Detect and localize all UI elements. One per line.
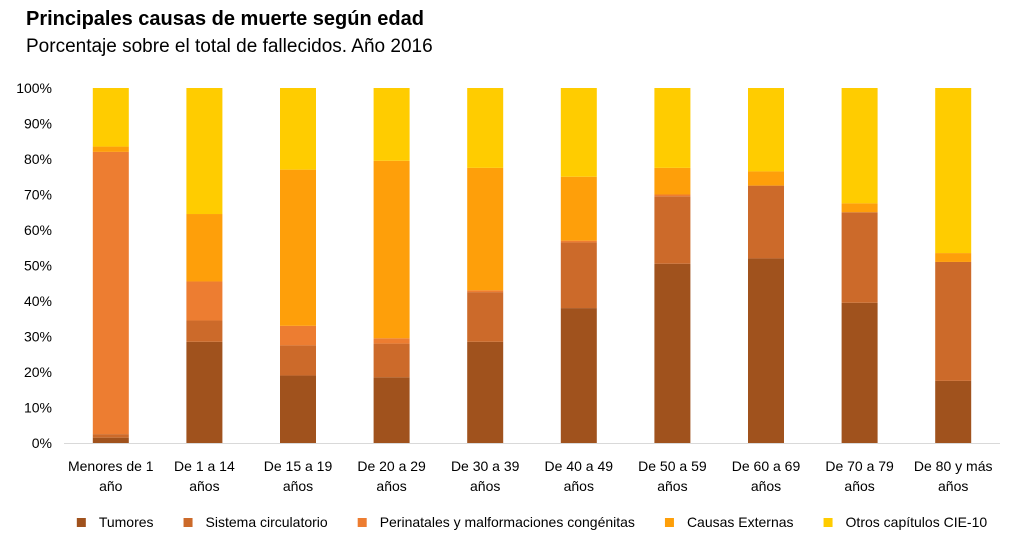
bar-segment [654,88,691,168]
bars [92,88,972,443]
bar-segment [467,88,504,168]
bar-segment [560,88,597,177]
legend-swatch [357,518,367,527]
chart-subtitle: Porcentaje sobre el total de fallecidos.… [26,36,433,57]
legend-swatch [823,518,833,527]
y-tick-label: 10% [24,400,52,416]
legend-item: Sistema circulatorio [183,514,328,530]
y-tick-label: 70% [24,187,52,203]
x-tick-label: De 50 a 59 años [638,458,707,494]
legend-label: Sistema circulatorio [206,514,328,530]
bar-segment [280,88,316,170]
x-tick-label: De 40 a 49 años [545,458,614,494]
bar-segment [560,242,597,309]
legend-label: Causas Externas [687,514,794,530]
bar-segment [280,375,316,443]
x-tick-label: De 30 a 39 años [451,458,520,494]
x-tick-label: De 15 a 19 años [264,458,333,494]
bar-segment [654,263,691,443]
legend: Tumores Sistema circulatorio Perinatales y… [76,514,988,530]
bar-segment [935,253,972,262]
bar-segment [935,88,972,254]
bar-segment [748,185,784,259]
bar-segment [467,290,504,293]
bar-segment [186,214,223,282]
legend-swatch [664,518,674,527]
bar-segment [654,194,691,197]
legend-swatch [183,518,193,527]
legend-label: Otros capítulos CIE-10 [846,514,988,530]
bar-segment [186,341,223,443]
bar-segment [654,196,691,264]
y-tick-label: 50% [24,258,52,274]
legend-item: Otros capítulos CIE-10 [823,514,988,530]
bar-segment [935,261,972,381]
x-tick-label: De 1 a 14 años [174,458,235,494]
x-axis: Menores de 1 año De 1 a 14 años De 15 a 19 añ… [68,458,993,494]
bar-segment [373,343,410,378]
y-tick-label: 20% [24,364,52,380]
x-tick-label: De 20 a 29 años [357,458,426,494]
bar-segment [841,203,878,213]
bar-segment [467,341,504,443]
y-tick-label: 40% [24,293,52,309]
legend-swatch [76,518,86,527]
y-tick-label: 90% [24,116,52,132]
bar-segment [467,292,504,342]
bar-segment [560,176,597,241]
bar-segment [92,437,129,443]
bar-segment [560,308,597,443]
legend-item: Tumores [76,514,154,530]
x-tick-label: Menores de 1 año [68,458,154,494]
bar-segment [748,171,784,186]
y-tick-label: 0% [32,435,52,451]
bar-segment [92,151,129,435]
bar-segment [92,146,129,152]
bar-segment [186,88,223,215]
legend-item: Causas Externas [664,514,794,530]
bar-segment [186,281,223,321]
legend-item: Perinatales y malformaciones congénitas [357,514,635,530]
bar-segment [92,434,129,438]
bar-segment [373,338,410,344]
bar-segment [935,380,972,443]
y-tick-label: 80% [24,151,52,167]
bar-segment [373,377,410,443]
bar-segment [841,88,878,204]
bar-segment [280,345,316,376]
x-tick-label: De 60 a 69 años [732,458,801,494]
y-tick-label: 30% [24,329,52,345]
legend-label: Tumores [99,514,154,530]
bar-segment [373,160,410,339]
y-tick-label: 60% [24,222,52,238]
bar-segment [841,212,878,303]
y-tick-label: 100% [16,80,52,96]
bar-segment [654,167,691,195]
chart-title: Principales causas de muerte según edad [26,8,424,30]
bar-segment [748,258,784,443]
legend-label: Perinatales y malformaciones congénitas [380,514,635,530]
bar-segment [560,240,597,243]
bar-segment [92,88,129,147]
bar-segment [280,325,316,346]
bar-segment [841,302,878,443]
x-tick-label: De 70 a 79 años [825,458,894,494]
y-axis: 0% 10% 20% 30% 40% 50% 60% 70% 80% 90% 100% [16,80,1000,451]
bar-segment [748,88,784,172]
bar-segment [186,320,223,342]
bar-segment [280,169,316,326]
bar-segment [467,167,504,291]
x-tick-label: De 80 y más años [914,458,993,494]
bar-segment [373,88,410,161]
